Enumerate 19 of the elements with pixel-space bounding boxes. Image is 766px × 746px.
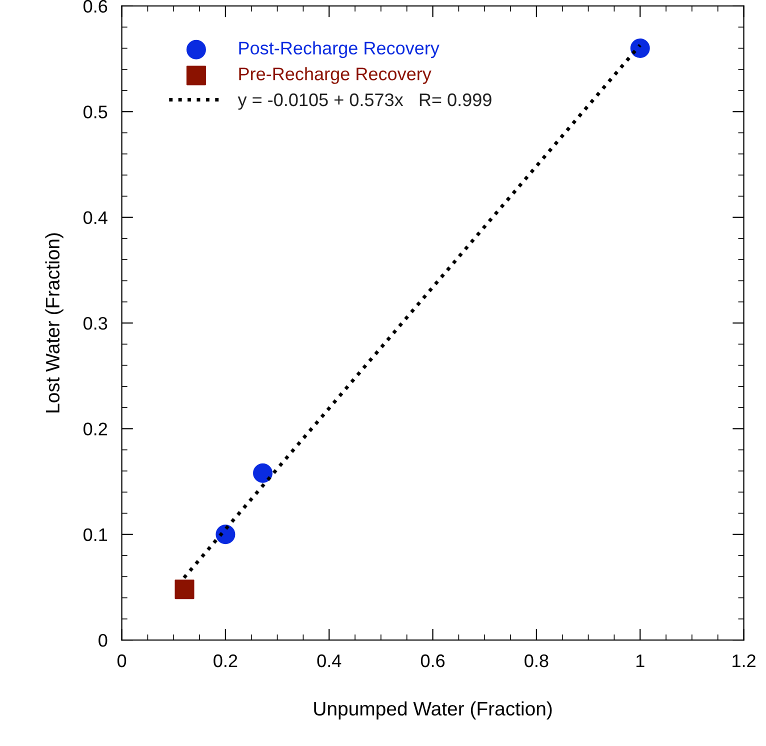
legend-label: y = -0.0105 + 0.573x R= 0.999: [238, 93, 492, 110]
x-tick-label: 0: [117, 654, 126, 668]
y-tick-label: 0.6: [84, 0, 108, 13]
x-tick-label: 1: [636, 654, 644, 668]
y-tick-label: 0.5: [84, 106, 108, 118]
x-tick-label: 0.6: [420, 654, 445, 668]
legend-label: Pre-Recharge Recovery: [239, 67, 432, 84]
x-tick-label: 0.4: [317, 654, 342, 668]
y-axis-title: Lost Water (Fraction): [45, 233, 64, 412]
x-axis-title: Unpumped Water (Fraction): [314, 701, 552, 720]
x-tick-label: 0.2: [214, 654, 238, 668]
y-tick-label: 0.3: [84, 316, 108, 330]
y-tick-label: 0.1: [84, 528, 108, 542]
x-tick-label: 1.2: [732, 654, 756, 668]
y-tick-label: 0: [98, 634, 108, 647]
x-tick-label: 0.8: [524, 654, 548, 668]
legend-label: Post-Recharge Recovery: [239, 41, 440, 58]
y-tick-label: 0.2: [84, 422, 107, 436]
y-tick-label: 0.4: [84, 211, 108, 224]
